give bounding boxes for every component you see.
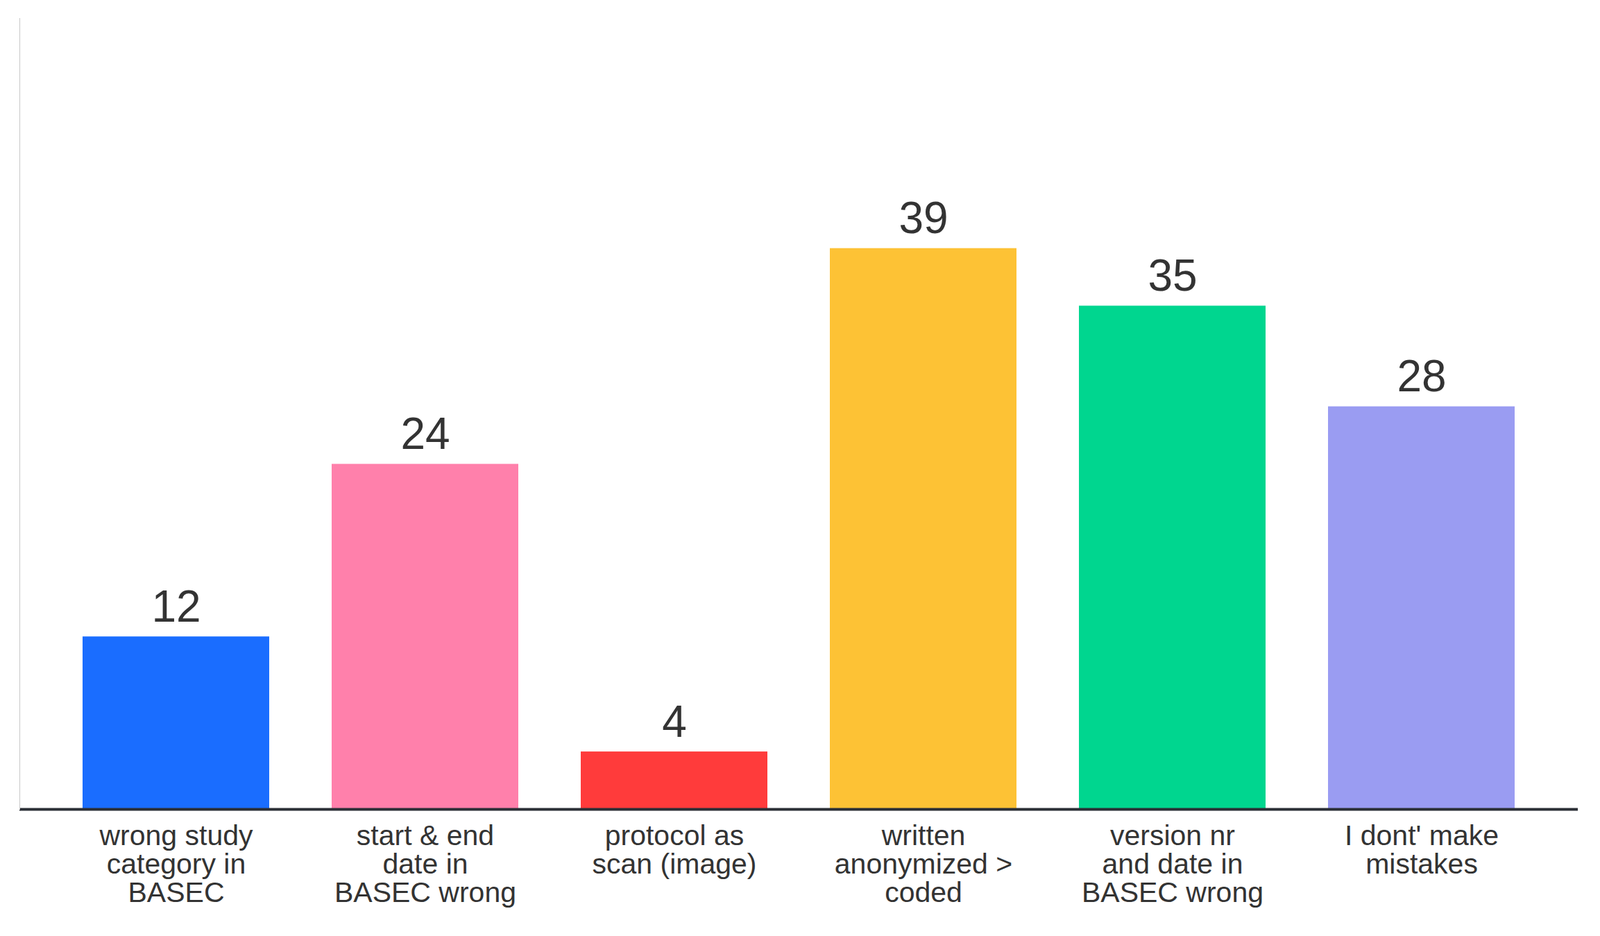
- svg-text:35: 35: [1147, 250, 1197, 301]
- svg-text:wrong studycategory inBASEC: wrong studycategory inBASEC: [98, 819, 254, 909]
- svg-text:protocol asscan (image): protocol asscan (image): [592, 819, 757, 880]
- svg-text:I dont' makemistakes: I dont' makemistakes: [1344, 819, 1499, 880]
- svg-text:4: 4: [661, 696, 687, 747]
- svg-text:writtenanonymized >coded: writtenanonymized >coded: [834, 819, 1013, 909]
- svg-text:28: 28: [1396, 351, 1446, 402]
- svg-text:39: 39: [898, 192, 948, 243]
- svg-text:version nrand date inBASEC wro: version nrand date inBASEC wrong: [1081, 819, 1264, 909]
- svg-text:start & enddate inBASEC wrong: start & enddate inBASEC wrong: [334, 819, 517, 909]
- svg-text:24: 24: [400, 408, 450, 459]
- svg-text:12: 12: [151, 581, 201, 632]
